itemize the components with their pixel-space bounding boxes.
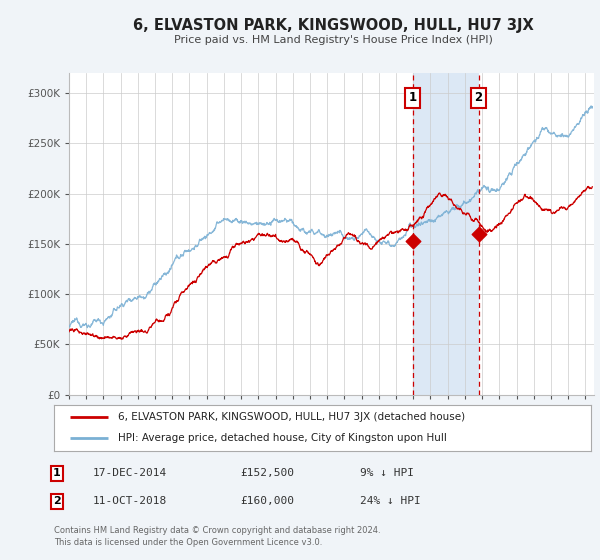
Point	[408, 237, 418, 246]
Text: Contains HM Land Registry data © Crown copyright and database right 2024.
This d: Contains HM Land Registry data © Crown c…	[54, 526, 380, 547]
Bar	[413, 73, 478, 395]
Text: £160,000: £160,000	[240, 496, 294, 506]
Text: HPI: Average price, detached house, City of Kingston upon Hull: HPI: Average price, detached house, City…	[118, 433, 448, 444]
Text: 1: 1	[409, 91, 416, 105]
Point	[474, 230, 484, 239]
Text: 1: 1	[53, 468, 61, 478]
Text: Price paid vs. HM Land Registry's House Price Index (HPI): Price paid vs. HM Land Registry's House …	[173, 35, 493, 45]
Text: 2: 2	[475, 91, 482, 105]
Text: 9% ↓ HPI: 9% ↓ HPI	[360, 468, 414, 478]
Text: 6, ELVASTON PARK, KINGSWOOD, HULL, HU7 3JX (detached house): 6, ELVASTON PARK, KINGSWOOD, HULL, HU7 3…	[118, 412, 466, 422]
Text: 17-DEC-2014: 17-DEC-2014	[93, 468, 167, 478]
Text: 6, ELVASTON PARK, KINGSWOOD, HULL, HU7 3JX: 6, ELVASTON PARK, KINGSWOOD, HULL, HU7 3…	[133, 18, 533, 32]
Text: 11-OCT-2018: 11-OCT-2018	[93, 496, 167, 506]
Text: 2: 2	[53, 496, 61, 506]
Text: 24% ↓ HPI: 24% ↓ HPI	[360, 496, 421, 506]
Text: £152,500: £152,500	[240, 468, 294, 478]
